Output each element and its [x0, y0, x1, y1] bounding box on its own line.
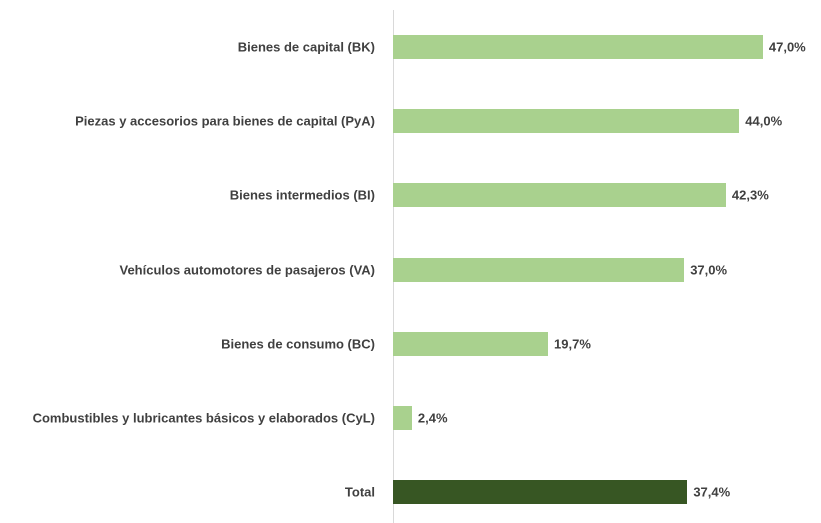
category-label: Bienes intermedios (BI): [230, 186, 375, 205]
category-text: Vehículos automotores de pasajeros (VA): [119, 262, 376, 278]
category-text: Total: [344, 484, 375, 500]
bar: [393, 406, 412, 430]
value-label: 2,4%: [417, 410, 448, 426]
bar: [393, 480, 688, 505]
category-label: Combustibles y lubricantes básicos y ela…: [33, 409, 375, 428]
bar: [393, 183, 726, 208]
category-label: Vehículos automotores de pasajeros (VA): [120, 260, 376, 279]
bar: [393, 109, 740, 134]
value-label: 37,4%: [693, 484, 731, 500]
category-text: Combustibles y lubricantes básicos y ela…: [32, 410, 375, 426]
value-label: 42,3%: [731, 187, 769, 203]
bar: [393, 257, 685, 282]
category-label: Piezas y accesorios para bienes de capit…: [75, 112, 375, 131]
category-label: Bienes de capital (BK): [238, 38, 375, 57]
value-label: 44,0%: [745, 113, 783, 129]
category-text: Piezas y accesorios para bienes de capit…: [75, 113, 375, 129]
category-label: Bienes de consumo (BC): [221, 334, 375, 353]
category-text: Bienes de capital (BK): [237, 39, 375, 55]
bar: [393, 331, 549, 356]
category-label: Total: [345, 483, 375, 502]
value-label: 47,0%: [768, 39, 806, 55]
category-text: Bienes intermedios (BI): [229, 187, 375, 203]
category-text: Bienes de consumo (BC): [221, 336, 375, 352]
value-label: 19,7%: [554, 336, 591, 352]
value-label: 37,0%: [690, 262, 728, 278]
bar: [393, 35, 763, 59]
